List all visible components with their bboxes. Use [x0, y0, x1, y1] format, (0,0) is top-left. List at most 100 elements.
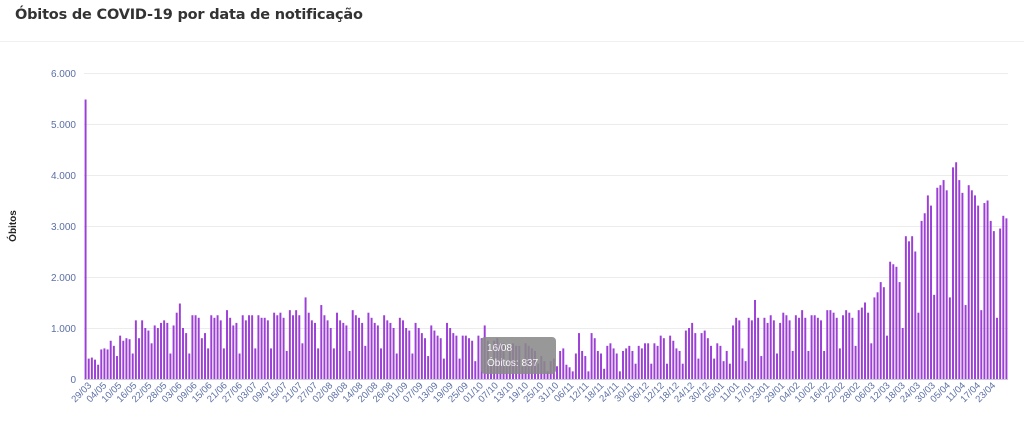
bar[interactable]	[703, 330, 706, 379]
bar[interactable]	[898, 282, 901, 379]
bar[interactable]	[84, 99, 87, 380]
bar[interactable]	[807, 350, 810, 379]
bar[interactable]	[244, 320, 247, 379]
bar[interactable]	[911, 236, 914, 379]
bar[interactable]	[314, 322, 316, 379]
bar[interactable]	[763, 317, 766, 379]
bar[interactable]	[468, 338, 470, 379]
bar[interactable]	[593, 338, 596, 379]
bar[interactable]	[672, 340, 675, 379]
bar[interactable]	[609, 343, 612, 379]
bar[interactable]	[700, 333, 703, 379]
bar[interactable]	[351, 310, 354, 379]
bar[interactable]	[191, 315, 194, 379]
bar[interactable]	[804, 317, 807, 379]
bar[interactable]	[455, 335, 458, 379]
bar[interactable]	[276, 315, 279, 379]
bar[interactable]	[405, 328, 408, 379]
bar[interactable]	[197, 317, 200, 379]
bar[interactable]	[754, 299, 756, 379]
bar[interactable]	[757, 317, 760, 379]
bar[interactable]	[587, 371, 590, 379]
bar[interactable]	[398, 317, 401, 379]
bar[interactable]	[666, 363, 668, 379]
bar[interactable]	[895, 266, 898, 379]
bar[interactable]	[175, 312, 178, 379]
bar[interactable]	[433, 330, 436, 379]
bar[interactable]	[166, 322, 169, 379]
bar[interactable]	[606, 345, 609, 379]
bar[interactable]	[722, 361, 725, 379]
bar[interactable]	[675, 348, 678, 379]
bar[interactable]	[603, 368, 606, 379]
bar[interactable]	[207, 348, 210, 379]
bar[interactable]	[848, 312, 851, 379]
bar[interactable]	[615, 353, 618, 380]
bar[interactable]	[348, 350, 351, 379]
bar[interactable]	[578, 333, 580, 379]
bar[interactable]	[772, 320, 775, 379]
bar[interactable]	[112, 345, 115, 379]
bar[interactable]	[801, 310, 804, 379]
bar[interactable]	[411, 353, 414, 380]
bar[interactable]	[254, 348, 257, 379]
bar[interactable]	[439, 338, 442, 379]
bar[interactable]	[788, 320, 791, 379]
bar[interactable]	[94, 359, 96, 379]
bar[interactable]	[323, 315, 326, 379]
bar[interactable]	[546, 371, 549, 379]
bar[interactable]	[794, 315, 797, 379]
bar[interactable]	[747, 317, 750, 379]
bar[interactable]	[901, 328, 904, 379]
bar[interactable]	[732, 325, 734, 379]
bar[interactable]	[625, 348, 628, 379]
bar[interactable]	[288, 310, 291, 379]
bar[interactable]	[229, 317, 232, 379]
bar[interactable]	[892, 264, 895, 379]
bar[interactable]	[295, 310, 298, 379]
bar[interactable]	[986, 200, 989, 380]
bar[interactable]	[134, 320, 137, 379]
bar[interactable]	[200, 338, 203, 379]
bar[interactable]	[845, 310, 848, 379]
bar[interactable]	[282, 317, 285, 379]
bar[interactable]	[810, 315, 813, 379]
bar[interactable]	[122, 340, 125, 379]
bar[interactable]	[644, 343, 646, 379]
bar[interactable]	[222, 348, 225, 379]
bar[interactable]	[958, 180, 961, 379]
bar[interactable]	[119, 335, 122, 379]
bar[interactable]	[933, 294, 936, 379]
bar[interactable]	[156, 328, 159, 379]
bar[interactable]	[178, 303, 181, 379]
bar[interactable]	[326, 320, 329, 379]
bar[interactable]	[97, 364, 100, 379]
bar[interactable]	[838, 348, 841, 379]
bar[interactable]	[317, 348, 320, 379]
bar[interactable]	[417, 328, 420, 379]
bar[interactable]	[744, 361, 747, 379]
bar[interactable]	[163, 320, 166, 379]
bar[interactable]	[923, 213, 926, 379]
bar[interactable]	[188, 353, 191, 380]
bar[interactable]	[904, 236, 907, 379]
bar[interactable]	[945, 190, 948, 379]
bar[interactable]	[219, 320, 222, 379]
bar[interactable]	[320, 305, 323, 379]
bar[interactable]	[908, 241, 910, 379]
bar[interactable]	[870, 343, 873, 379]
bar[interactable]	[556, 366, 558, 379]
bar[interactable]	[87, 358, 90, 379]
bar[interactable]	[424, 338, 426, 379]
bar[interactable]	[955, 162, 958, 379]
bar[interactable]	[565, 364, 568, 379]
bar[interactable]	[873, 297, 876, 379]
bar[interactable]	[678, 350, 681, 379]
bar[interactable]	[389, 322, 392, 379]
bar[interactable]	[106, 349, 109, 379]
bar[interactable]	[879, 282, 882, 379]
bar[interactable]	[864, 302, 866, 380]
bar[interactable]	[358, 317, 360, 379]
bar[interactable]	[420, 333, 423, 379]
